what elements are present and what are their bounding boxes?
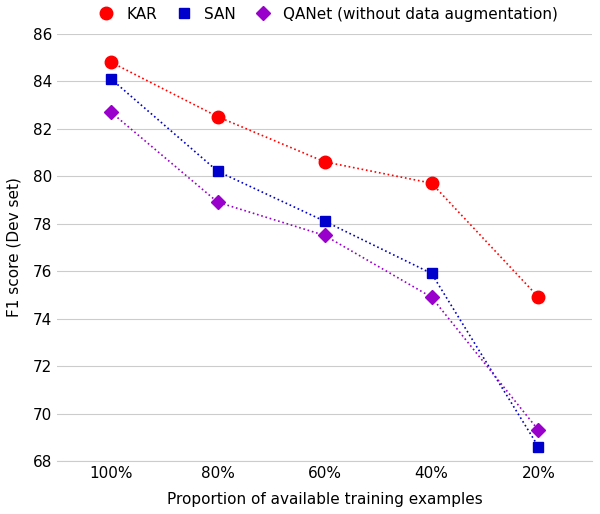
X-axis label: Proportion of available training examples: Proportion of available training example… — [167, 492, 482, 507]
Legend: KAR, SAN, QANet (without data augmentation): KAR, SAN, QANet (without data augmentati… — [91, 7, 558, 22]
Y-axis label: F1 score (Dev set): F1 score (Dev set) — [7, 177, 22, 317]
